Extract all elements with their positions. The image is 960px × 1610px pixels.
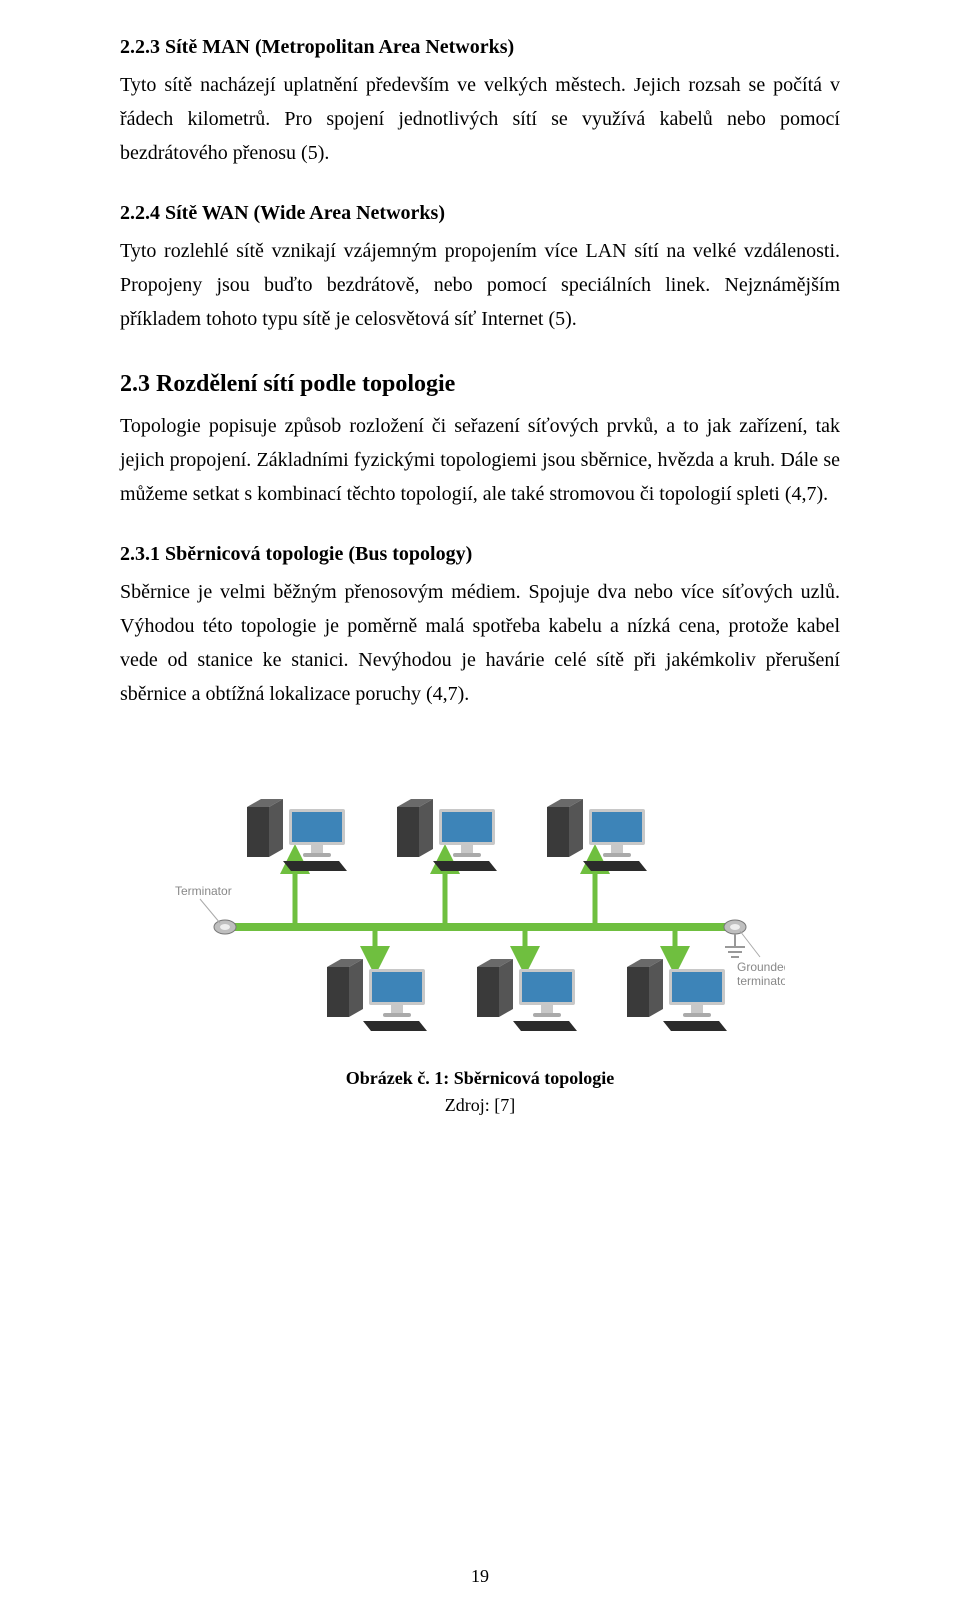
page-number: 19 [0, 1561, 960, 1592]
figure-bus-topology: Terminator Groundedterminator [175, 737, 785, 1057]
figure-caption-title: Obrázek č. 1: Sběrnicová topologie [346, 1068, 614, 1088]
para-2-3-1: Sběrnice je velmi běžným přenosovým médi… [120, 575, 840, 711]
figure-caption: Obrázek č. 1: Sběrnicová topologie Zdroj… [120, 1065, 840, 1119]
para-2-2-4: Tyto rozlehlé sítě vznikají vzájemným pr… [120, 234, 840, 336]
heading-2-3: 2.3 Rozdělení sítí podle topologie [120, 364, 840, 405]
svg-text:Grounded: Grounded [737, 960, 785, 974]
page: 2.2.3 Sítě MAN (Metropolitan Area Networ… [0, 0, 960, 1610]
heading-2-3-1: 2.3.1 Sběrnicová topologie (Bus topology… [120, 537, 840, 571]
figure-caption-source: Zdroj: [7] [445, 1095, 515, 1115]
svg-text:Terminator: Terminator [175, 884, 232, 898]
heading-2-2-3: 2.2.3 Sítě MAN (Metropolitan Area Networ… [120, 30, 840, 64]
para-2-3: Topologie popisuje způsob rozložení či s… [120, 409, 840, 511]
svg-text:terminator: terminator [737, 974, 785, 988]
heading-2-2-4: 2.2.4 Sítě WAN (Wide Area Networks) [120, 196, 840, 230]
para-2-2-3: Tyto sítě nacházejí uplatnění především … [120, 68, 840, 170]
